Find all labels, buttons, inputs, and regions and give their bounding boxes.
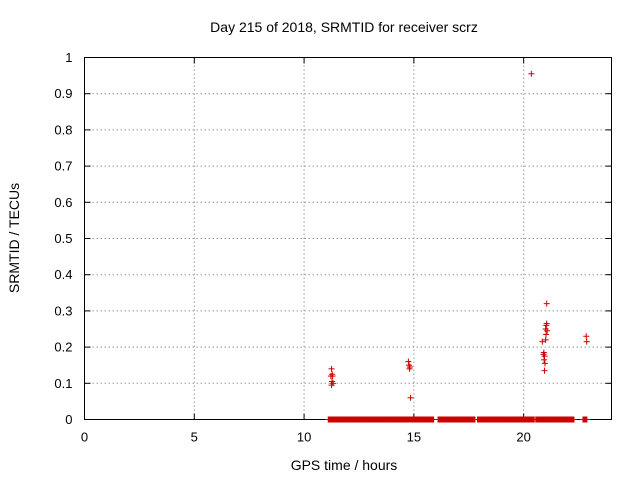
data-point <box>542 336 549 343</box>
data-point <box>328 382 335 389</box>
data-point <box>407 394 414 401</box>
data-point <box>328 365 335 372</box>
data-point <box>540 349 547 356</box>
data-point <box>405 358 412 365</box>
data-point <box>528 70 535 77</box>
data-point <box>541 356 548 363</box>
y-tick-label: 0.4 <box>54 267 72 282</box>
tick-labels: 00.10.20.30.40.50.60.70.80.910 5 10 15 20 <box>54 50 530 445</box>
y-tick-label: 0 <box>65 412 72 427</box>
plot-frame <box>84 57 612 420</box>
data-point <box>543 331 550 338</box>
data-point <box>583 333 590 340</box>
y-tick-label: 0.5 <box>54 231 72 246</box>
data-point <box>406 364 413 371</box>
y-tick-label: 0.3 <box>54 303 72 318</box>
data-point <box>583 338 590 345</box>
data-point <box>541 367 548 374</box>
x-tick-label: 0 <box>81 430 88 445</box>
y-tick-label: 0.6 <box>54 195 72 210</box>
y-tick-label: 0.2 <box>54 340 72 355</box>
y-tick-label: 0.8 <box>54 122 72 137</box>
x-axis-label: GPS time / hours <box>291 457 398 473</box>
data-point <box>327 373 334 380</box>
x-tick-label: 10 <box>297 430 311 445</box>
data-point <box>543 320 550 327</box>
data-point <box>544 327 551 334</box>
data-point <box>541 360 548 367</box>
data-point <box>543 300 550 307</box>
grid-lines <box>84 57 612 420</box>
y-tick-label: 0.9 <box>54 86 72 101</box>
y-tick-label: 1 <box>65 50 72 65</box>
data-point <box>583 416 590 423</box>
y-tick-label: 0.1 <box>54 376 72 391</box>
data-points <box>325 70 590 423</box>
x-tick-label: 15 <box>407 430 421 445</box>
y-axis-label: SRMTID / TECUs <box>6 183 22 293</box>
data-point <box>539 338 546 345</box>
x-tick-label: 5 <box>191 430 198 445</box>
axis-ticks <box>84 57 612 420</box>
y-tick-label: 0.7 <box>54 159 72 174</box>
x-tick-label: 20 <box>516 430 530 445</box>
data-point <box>570 416 577 423</box>
chart-title: Day 215 of 2018, SRMTID for receiver scr… <box>210 19 478 35</box>
